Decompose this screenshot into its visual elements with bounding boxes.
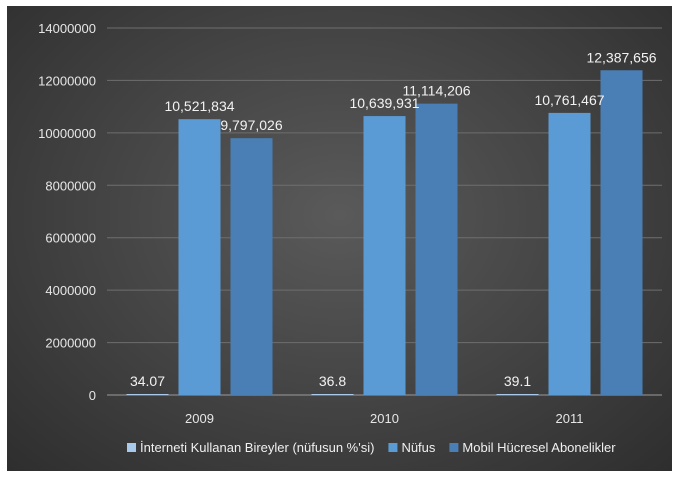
data-label: 10,521,834 (164, 98, 234, 114)
y-tick-label: 6000000 (45, 231, 96, 246)
bar (363, 116, 406, 395)
x-tick-label: 2009 (185, 411, 214, 426)
x-axis-ticks: 2009 2010 2011 (185, 411, 583, 426)
y-tick-label: 4000000 (45, 283, 96, 298)
y-axis-ticks: 0 2000000 4000000 6000000 8000000 10000000 120… (38, 21, 96, 403)
y-tick-label: 14000000 (38, 21, 96, 36)
legend-entry: İnterneti Kullanan Bireyler (nüfusun %'s… (140, 440, 374, 455)
data-label: 10,639,931 (349, 95, 419, 111)
legend-swatch (449, 443, 459, 452)
chart-area: 0 2000000 4000000 6000000 8000000 10000000 120… (7, 6, 672, 471)
x-tick-label: 2011 (556, 411, 584, 426)
data-label: 39.1 (504, 373, 531, 389)
bar (496, 394, 539, 395)
data-label: 36.8 (319, 373, 346, 389)
y-tick-label: 12000000 (38, 73, 96, 88)
bar (311, 394, 354, 395)
data-label: 34.07 (130, 373, 165, 389)
data-label: 12,387,656 (586, 49, 656, 65)
legend-entry: Mobil Hücresel Abonelikler (462, 440, 616, 455)
y-tick-label: 0 (89, 388, 96, 403)
legend-entry: Nüfus (401, 440, 435, 455)
bar (126, 394, 169, 395)
data-label: 9,797,026 (220, 117, 282, 133)
y-tick-label: 8000000 (45, 178, 96, 193)
legend-swatch (127, 443, 136, 452)
x-tick-label: 2010 (370, 411, 399, 426)
bar (600, 70, 643, 395)
y-tick-label: 10000000 (38, 126, 96, 141)
legend: İnterneti Kullanan Bireyler (nüfusun %'s… (127, 440, 616, 455)
bar-chart: 0 2000000 4000000 6000000 8000000 10000000 120… (38, 21, 662, 455)
data-label: 10,761,467 (534, 92, 604, 108)
bars (126, 70, 643, 396)
bar (230, 138, 273, 395)
data-labels: 34.07 10,521,834 9,797,026 36.8 10,639,93111… (130, 49, 657, 389)
data-label: 11,114,206 (403, 83, 471, 99)
y-tick-label: 2000000 (45, 336, 96, 351)
bar (178, 119, 221, 395)
bar (548, 112, 591, 396)
legend-swatch (388, 443, 398, 452)
bar (415, 103, 458, 396)
